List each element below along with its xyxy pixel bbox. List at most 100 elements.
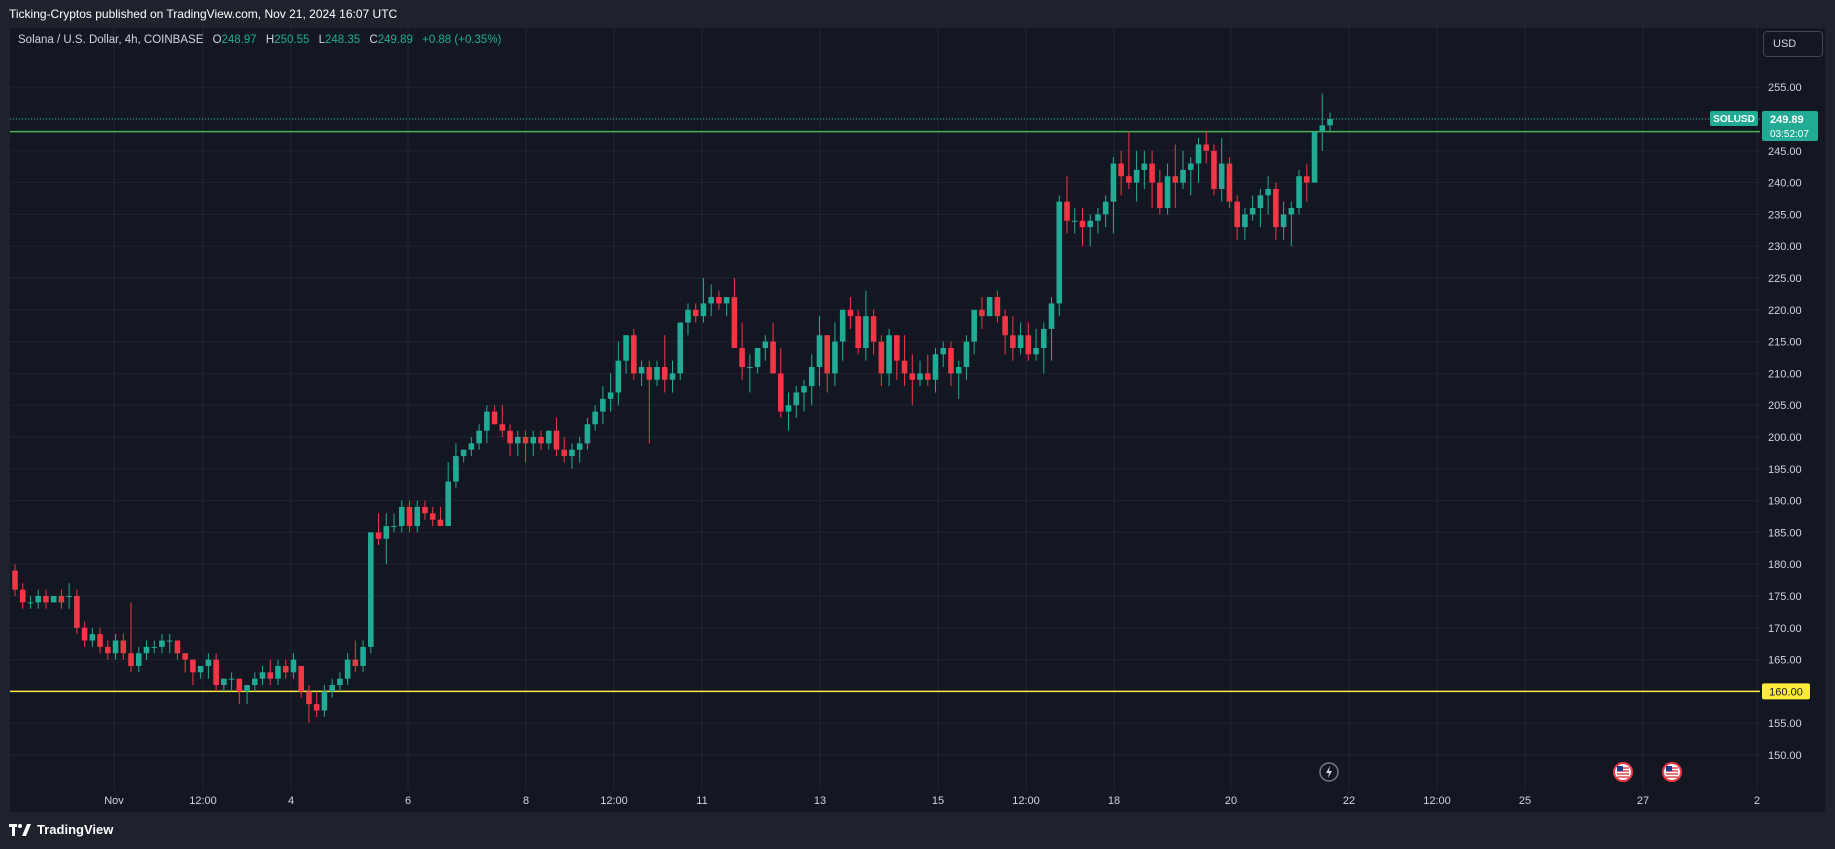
candle-body	[661, 367, 668, 380]
candle-body	[1157, 182, 1163, 209]
candle-body	[569, 449, 575, 457]
candle-body	[793, 392, 800, 406]
candle-body	[685, 309, 691, 323]
candle-body	[383, 526, 390, 539]
candle-body	[468, 443, 475, 450]
candle-body	[190, 659, 196, 673]
candle-body	[259, 672, 266, 679]
x-tick-label: 12:00	[189, 795, 217, 807]
candle-body	[1071, 220, 1078, 222]
candle-body	[600, 398, 606, 412]
candle-body	[329, 685, 335, 692]
candle-body	[267, 672, 274, 679]
candle-body	[58, 596, 65, 603]
candle-body	[1234, 201, 1240, 228]
candle-body	[1110, 163, 1117, 202]
candle-body	[1149, 163, 1155, 183]
y-tick-label: 195.00	[1768, 464, 1802, 476]
candle-body	[1304, 176, 1310, 183]
candle-body	[1064, 201, 1070, 221]
candle-body	[360, 646, 366, 666]
x-tick-label: 8	[523, 795, 529, 807]
y-tick-label: 230.00	[1768, 241, 1802, 253]
candle-body	[19, 589, 26, 603]
candle-body	[105, 646, 111, 654]
y-tick-label: 150.00	[1768, 750, 1802, 762]
candle-body	[801, 386, 807, 393]
bar-countdown-label: 03:52:07	[1770, 129, 1809, 140]
x-tick-label: 2	[1754, 795, 1760, 807]
candle-body	[646, 367, 653, 380]
candle-body	[739, 347, 745, 368]
candle-body	[97, 634, 103, 647]
candle-body	[1002, 316, 1008, 336]
candle-body	[963, 341, 970, 368]
y-tick-label: 200.00	[1768, 432, 1802, 444]
candle-body	[762, 341, 769, 348]
candle-body	[870, 316, 877, 342]
candle-body	[252, 678, 258, 686]
candle-body	[89, 634, 96, 641]
us-flag-canton	[1617, 766, 1623, 771]
legend-close: 249.89	[377, 34, 413, 46]
x-tick-label: 22	[1343, 795, 1355, 807]
candle-body	[832, 341, 838, 374]
legend-close-label: C	[369, 34, 378, 46]
candle-body	[43, 596, 49, 603]
candle-body	[491, 411, 498, 425]
level-price-badge	[1762, 683, 1810, 700]
candle-body	[128, 653, 134, 666]
chart-frame[interactable]	[10, 28, 1825, 812]
candle-body	[1102, 201, 1109, 215]
candle-body	[1319, 125, 1326, 132]
candle-body	[1203, 144, 1210, 151]
candle-body	[808, 367, 815, 387]
candle-body	[669, 373, 676, 380]
footer-bar: TradingView	[0, 812, 1835, 849]
candle-body	[654, 367, 660, 380]
candle-body	[584, 424, 591, 444]
y-tick-label: 245.00	[1768, 146, 1802, 158]
candle-body	[1095, 214, 1101, 221]
candle-body	[615, 360, 622, 393]
candle-body	[623, 335, 629, 361]
candle-body	[994, 297, 1001, 317]
x-tick-label: 11	[696, 795, 707, 807]
candle-body	[1133, 169, 1140, 183]
candle-body	[1257, 195, 1264, 209]
candle-body	[1226, 163, 1233, 202]
candle-body	[445, 481, 451, 527]
candle-body	[174, 640, 181, 654]
candle-body	[785, 405, 792, 412]
candle-body	[1118, 163, 1124, 177]
candle-body	[747, 367, 753, 369]
candle-body	[971, 309, 977, 342]
candle-body	[437, 519, 444, 527]
candle-body	[414, 506, 421, 527]
y-tick-label: 255.00	[1768, 82, 1802, 94]
x-tick-label: 6	[405, 795, 411, 807]
candle-body	[460, 449, 467, 457]
tradingview-logo[interactable]: TradingView	[9, 822, 113, 837]
lightning-bolt-icon	[1326, 766, 1332, 778]
candle-body	[1288, 208, 1295, 215]
candle-body	[886, 335, 892, 374]
legend-symbol: Solana / U.S. Dollar, 4h, COINBASE	[18, 34, 204, 46]
currency-button[interactable]: USD	[1763, 31, 1823, 57]
candle-body	[321, 691, 328, 711]
symbol-tag-label: SOLUSD	[1713, 114, 1755, 125]
candle-body	[538, 437, 544, 444]
candle-body	[1265, 188, 1271, 196]
candle-body	[576, 443, 583, 450]
candle-body	[352, 659, 359, 666]
candle-body	[878, 341, 885, 374]
legend-high: 250.55	[274, 34, 310, 46]
candle-body	[986, 297, 993, 317]
candle-body	[515, 437, 521, 444]
candle-body	[592, 411, 598, 425]
candle-body	[306, 691, 312, 705]
publication-text: Ticking-Cryptos published on TradingView…	[9, 7, 398, 21]
legend-high-label: H	[265, 34, 275, 46]
x-tick-label: 25	[1519, 795, 1531, 807]
